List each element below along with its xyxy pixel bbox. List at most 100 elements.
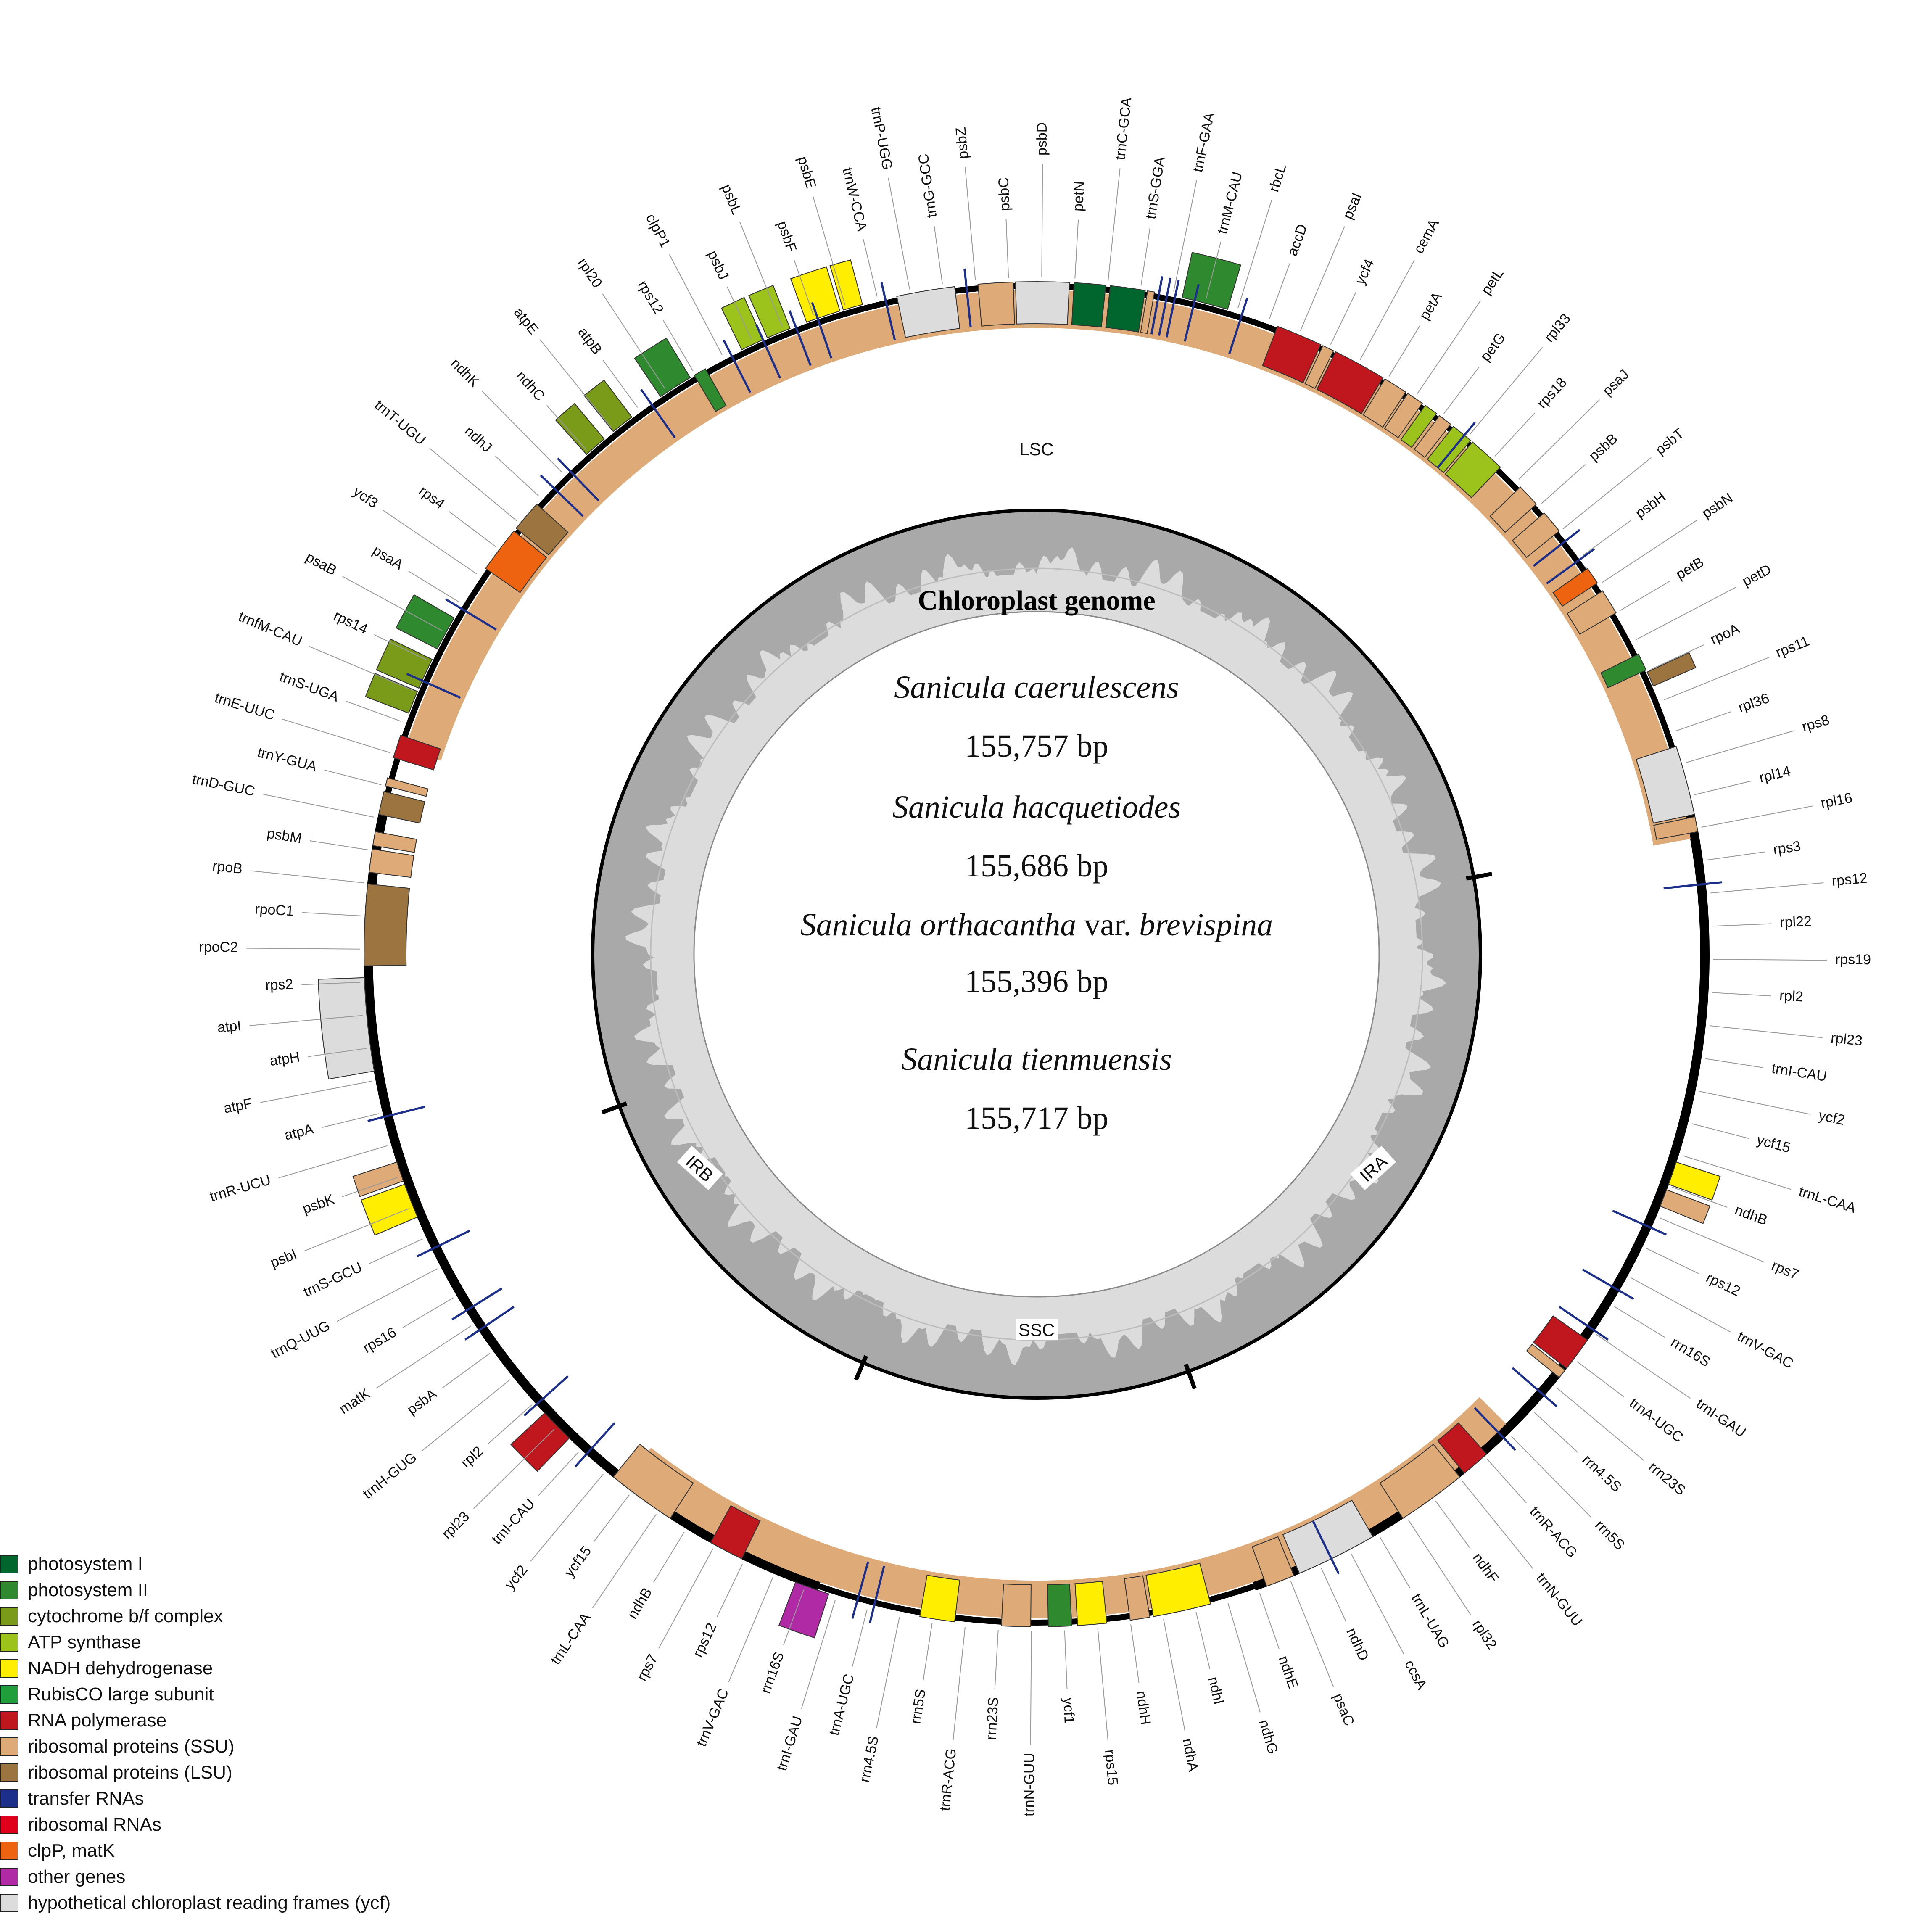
center-disc xyxy=(694,612,1379,1297)
gene-label: trnP-UGG xyxy=(868,106,896,171)
gene-leader-line xyxy=(442,1353,491,1388)
gene-leader-line xyxy=(1487,1459,1527,1504)
gene-leader-line xyxy=(308,1048,367,1057)
gene-label: rpl32 xyxy=(1469,1617,1500,1652)
legend-label: ribosomal RNAs xyxy=(28,1814,161,1835)
gene-label: trnH-GUG xyxy=(360,1449,420,1502)
trna-tick xyxy=(1437,421,1476,469)
trna-tick xyxy=(540,474,584,517)
gene-ring xyxy=(318,252,1723,1639)
trna-tick xyxy=(1512,1367,1558,1407)
gene-label: rrn4.5S xyxy=(1579,1452,1625,1495)
gene-block xyxy=(1251,1536,1295,1587)
trna-tick xyxy=(416,1230,470,1258)
gene-leader-line xyxy=(1596,1334,1691,1399)
gene-leader-line xyxy=(1351,1553,1404,1655)
gene-label: rpl2 xyxy=(458,1443,486,1471)
species-name: Sanicula caerulescens xyxy=(894,670,1179,705)
gene-label: psbM xyxy=(266,825,303,846)
gene-block xyxy=(1653,816,1699,840)
gene-label: trnfM-CAU xyxy=(236,609,305,650)
gene-leader-line xyxy=(1408,1519,1471,1615)
gene-label: trnI-CAU xyxy=(1770,1060,1828,1085)
gene-label: rpoA xyxy=(1708,620,1742,648)
gene-label: ndhC xyxy=(513,368,548,404)
gene-leader-line xyxy=(1675,711,1731,732)
gene-leader-line xyxy=(1619,580,1671,611)
gene-label: ycf4 xyxy=(1352,256,1377,287)
gene-leader-line xyxy=(1712,992,1771,997)
gene-leader-line xyxy=(602,293,665,389)
gene-label: trnN-GUU xyxy=(1533,1570,1586,1629)
gene-leader-line xyxy=(309,646,414,691)
gene-leader-line xyxy=(876,1617,900,1729)
gene-leader-line xyxy=(1541,464,1586,504)
region-irb-box xyxy=(677,1145,723,1190)
trna-tick xyxy=(1559,1306,1609,1341)
gene-label: rrn5S xyxy=(1592,1517,1628,1553)
gene-leader-line xyxy=(342,1177,398,1197)
gene-leader-line xyxy=(449,511,496,547)
legend-swatch xyxy=(0,1737,18,1756)
region-lsc: LSC xyxy=(1016,438,1058,459)
gene-leader-line xyxy=(376,1325,472,1389)
gene-block xyxy=(1533,1315,1588,1369)
region-boundary-tick xyxy=(854,1355,868,1381)
trna-tick xyxy=(445,598,497,631)
gene-label: trnN-GUU xyxy=(1021,1753,1037,1816)
trna-tick xyxy=(788,310,812,366)
gene-leader-line xyxy=(1005,219,1009,278)
center-text: Chloroplast genome Sanicula caerulescens… xyxy=(800,585,1273,1136)
gene-leader-line xyxy=(1646,1248,1699,1275)
legend-swatch xyxy=(0,1842,18,1860)
gene-leader-line xyxy=(1064,1630,1068,1689)
gene-label: ndhF xyxy=(1470,1550,1501,1586)
gene-label: rpl22 xyxy=(1780,913,1812,931)
gene-label: atpA xyxy=(283,1121,315,1143)
gene-leader-line xyxy=(923,1623,933,1681)
gene-block xyxy=(1304,345,1334,389)
gene-leader-line xyxy=(249,1015,363,1026)
gene-leader-line xyxy=(304,1208,410,1252)
gene-leader-line xyxy=(813,196,846,306)
gene-leader-line xyxy=(538,1452,579,1496)
gene-leader-line xyxy=(1636,586,1737,640)
legend-label: ribosomal proteins (LSU) xyxy=(28,1762,232,1783)
gene-label: trnQ-UUG xyxy=(268,1317,332,1362)
gene-leader-line xyxy=(934,225,943,284)
trna-tick xyxy=(367,1106,425,1122)
gene-leader-line xyxy=(1602,520,1697,583)
gene-label: psaB xyxy=(303,549,339,578)
legend: photosystem I photosystem II cytochrome … xyxy=(0,1551,546,1916)
legend-label: cytochrome b/f complex xyxy=(28,1606,223,1626)
gene-block xyxy=(555,403,605,455)
gene-block xyxy=(1015,281,1070,325)
gene-leader-line xyxy=(1462,1480,1534,1569)
gene-leader-line xyxy=(342,576,443,631)
gene-label: petL xyxy=(1478,266,1507,298)
gene-label: rps19 xyxy=(1835,951,1871,968)
gene-leader-line xyxy=(1140,227,1150,286)
legend-label: ATP synthase xyxy=(28,1632,141,1652)
legend-swatch xyxy=(0,1868,18,1886)
gene-block xyxy=(1512,512,1560,558)
gene-leader-line xyxy=(1707,851,1765,860)
species-name-a: Sanicula orthacantha xyxy=(800,907,1077,942)
gene-label: trnG-GCC xyxy=(916,153,940,219)
gene-leader-line xyxy=(429,448,517,521)
gene-block xyxy=(1566,590,1617,635)
trna-tick xyxy=(1474,1407,1517,1451)
intergenic-band xyxy=(405,592,512,761)
gene-label: ndhJ xyxy=(462,423,495,456)
inner-ring-edge xyxy=(693,611,1380,1298)
gene-leader-line xyxy=(246,948,360,950)
gene-leader-line xyxy=(309,840,368,850)
gene-label: psaJ xyxy=(1599,366,1632,399)
gene-label: ndhD xyxy=(1343,1626,1372,1663)
gene-label: trnL-CAA xyxy=(1797,1183,1858,1216)
gene-leader-line xyxy=(1562,457,1652,529)
gene-label: rps18 xyxy=(1534,375,1570,412)
gene-leader-line xyxy=(1470,347,1543,435)
gene-block xyxy=(1646,652,1697,687)
gene-leader-line xyxy=(716,1563,743,1617)
